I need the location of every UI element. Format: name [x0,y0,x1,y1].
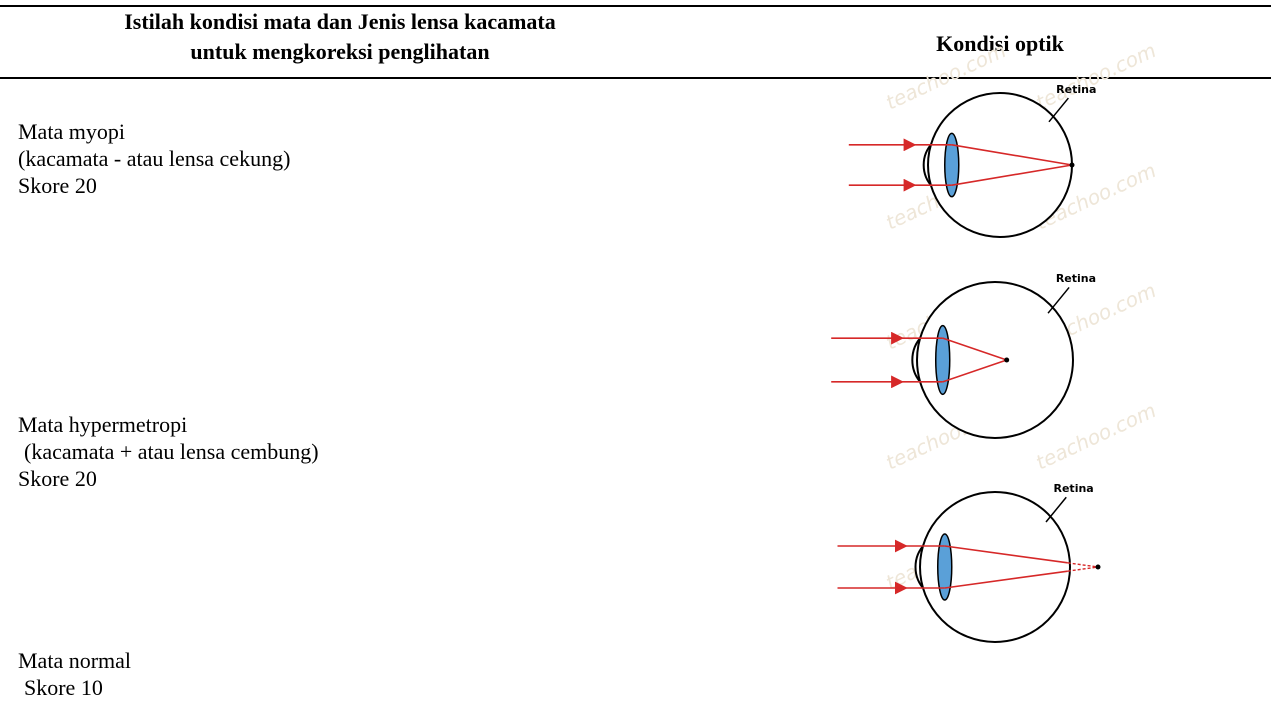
header-left: untuk mengkoreksi penglihatan [190,39,490,64]
watermark: teachoo.com [1032,38,1160,115]
ray-dashed [1067,566,1099,572]
retina-pointer [1047,286,1070,314]
row-text: Mata normal [18,648,132,673]
top-rule [0,5,1271,7]
retina-label: Retina [1056,83,1096,96]
retina-label: Retina [1056,272,1096,285]
header-rule [0,77,1271,79]
ray-dashed [1067,562,1099,568]
ray [942,359,1007,383]
row-text: (kacamata - atau lensa cekung) [18,146,291,171]
focal-point [1004,357,1010,363]
lens [937,533,953,601]
ray [951,144,1073,166]
row-text: Mata myopi [18,119,125,144]
eyeball [916,281,1074,439]
lens [934,324,951,396]
row-text: Skore 10 [24,675,103,700]
retina-label: Retina [1054,482,1094,495]
ray [951,164,1073,186]
row-text: Skore 20 [18,466,97,491]
retina-pointer [1045,496,1067,523]
ray [944,545,1068,564]
ray [944,570,1068,589]
focal-point [1069,162,1075,168]
header-right: Kondisi optik [936,31,1064,56]
header-left: Istilah kondisi mata dan Jenis lensa kac… [124,9,556,34]
focal-point [1095,564,1101,570]
lens [944,132,960,198]
row-text: (kacamata + atau lensa cembung) [24,439,319,464]
ray [942,337,1007,361]
retina-pointer [1048,97,1069,123]
row-text: Skore 20 [18,173,97,198]
row-text: Mata hypermetropi [18,412,188,437]
eyeball [919,491,1071,643]
